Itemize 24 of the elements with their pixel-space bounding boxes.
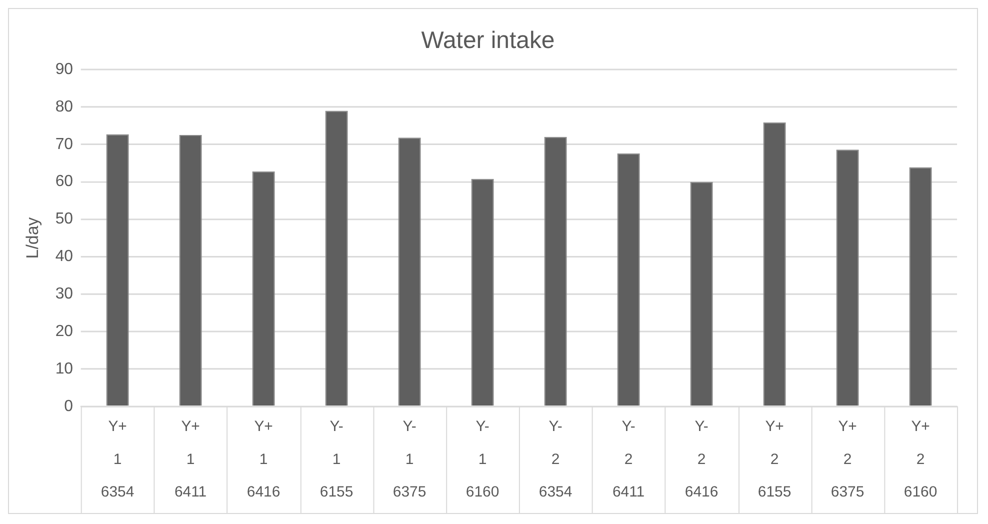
x-tick-label: Y- 1 6155: [320, 418, 354, 501]
x-tick-label: Y+ 1 6411: [174, 418, 207, 501]
x-tick-label: Y+ 2 6160: [904, 418, 938, 501]
y-tick-label: 30: [55, 286, 74, 303]
chart-title: Water intake: [421, 26, 555, 54]
y-tick-label: 20: [55, 322, 74, 340]
y-tick-label: 60: [55, 173, 74, 190]
y-axis-title: L/day: [22, 216, 42, 259]
x-tick-label: Y+ 1 6416: [246, 418, 280, 501]
x-tick-label: Y+ 1 6354: [100, 418, 134, 501]
x-tick-label: Y- 2 6411: [612, 418, 645, 501]
x-tick-label: Y+ 2 6155: [758, 418, 792, 501]
x-tick-label: Y- 2 6354: [538, 418, 572, 501]
y-tick-label: 90: [55, 60, 74, 78]
y-tick-label: 10: [55, 360, 74, 378]
x-tick-label: Y- 1 6375: [392, 418, 426, 501]
y-tick-label: 50: [55, 210, 74, 228]
y-tick-label: 80: [55, 98, 74, 116]
y-tick-label: 0: [64, 398, 74, 415]
x-tick-label: Y- 2 6416: [684, 418, 718, 501]
y-tick-label: 40: [55, 248, 74, 266]
x-tick-label: Y- 1 6160: [466, 418, 500, 501]
y-tick-label: 70: [55, 136, 74, 153]
x-tick-label: Y+ 2 6375: [830, 418, 864, 501]
